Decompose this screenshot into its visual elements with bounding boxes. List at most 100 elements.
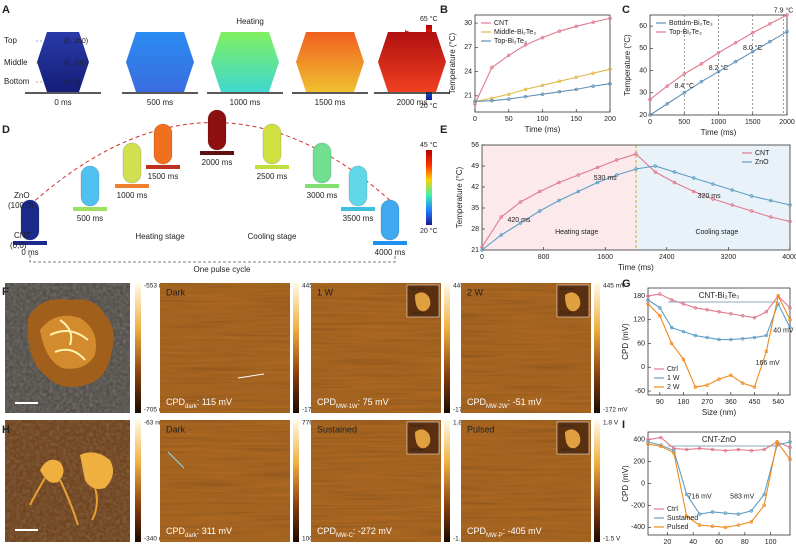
x-tick-label: 540 bbox=[772, 399, 784, 406]
legend-label: Middle-Bi₂Te₃ bbox=[494, 29, 536, 36]
series-line bbox=[647, 440, 791, 528]
point bbox=[574, 24, 578, 29]
inset-label: -552 nm bbox=[559, 286, 574, 291]
point bbox=[711, 182, 715, 186]
point bbox=[729, 312, 733, 316]
y-tick-label: 20 bbox=[639, 112, 647, 119]
point bbox=[762, 492, 766, 497]
point bbox=[768, 22, 772, 26]
point bbox=[480, 248, 484, 252]
level-label: Bottom bbox=[4, 77, 30, 86]
point bbox=[576, 189, 580, 194]
y-tick-label: 21 bbox=[464, 93, 472, 100]
y-tick-label: 0 bbox=[641, 480, 645, 487]
kpfm-texture bbox=[160, 283, 290, 413]
y-tick-label: 21 bbox=[471, 247, 479, 254]
x-tick-label: 40 bbox=[689, 539, 697, 546]
series-line bbox=[647, 293, 791, 319]
point bbox=[499, 215, 504, 219]
point bbox=[653, 170, 657, 174]
point bbox=[762, 503, 766, 508]
capsule bbox=[153, 123, 173, 165]
point bbox=[682, 72, 686, 76]
x-tick-label: 2400 bbox=[659, 254, 675, 261]
legend-label: 2 W bbox=[667, 384, 680, 391]
level-label: Top bbox=[4, 36, 17, 45]
y-tick-label: 400 bbox=[633, 437, 645, 444]
point bbox=[764, 310, 769, 314]
point bbox=[788, 325, 792, 330]
condition-label: 1 W bbox=[317, 287, 334, 297]
x-axis-label: Size (nm) bbox=[702, 408, 737, 417]
colorbar bbox=[426, 150, 432, 225]
point bbox=[764, 333, 769, 338]
time-label: 2000 ms bbox=[397, 98, 428, 107]
inset-flake bbox=[565, 292, 581, 312]
cpd-reading: CPDdark: 311 mV bbox=[166, 526, 232, 538]
chart-title: CNT-ZnO bbox=[702, 435, 736, 444]
series-line bbox=[647, 294, 791, 388]
colorbar-label: 20 °C bbox=[420, 102, 438, 110]
plate bbox=[115, 184, 149, 188]
point bbox=[740, 313, 745, 318]
point bbox=[684, 514, 689, 519]
point bbox=[608, 67, 612, 71]
point bbox=[705, 335, 709, 340]
point bbox=[591, 20, 595, 25]
y-tick-label: 200 bbox=[633, 458, 645, 465]
x-tick-label: 360 bbox=[725, 399, 737, 406]
point bbox=[614, 173, 619, 177]
cycle-bracket bbox=[29, 255, 396, 263]
pointer-arrow bbox=[167, 451, 185, 469]
plate bbox=[373, 241, 407, 245]
y-tick-label: 60 bbox=[637, 340, 645, 347]
point bbox=[591, 84, 595, 88]
time-label: 2500 ms bbox=[257, 172, 288, 181]
condition-label: 2 W bbox=[467, 287, 484, 297]
x-tick-label: 90 bbox=[656, 399, 664, 406]
point bbox=[716, 51, 721, 55]
time-label: 4000 ms bbox=[375, 248, 406, 257]
x-tick-label: 80 bbox=[741, 539, 749, 546]
x-tick-label: 150 bbox=[570, 116, 582, 123]
point bbox=[768, 198, 773, 203]
point bbox=[788, 457, 792, 462]
point bbox=[788, 445, 792, 450]
cpd-cpd: CPD bbox=[166, 397, 186, 407]
cpd-sub: dark bbox=[185, 533, 198, 539]
condition-label: Dark bbox=[166, 424, 186, 434]
x-tick-label: 0 bbox=[480, 254, 484, 261]
point bbox=[490, 96, 494, 101]
point bbox=[717, 337, 721, 342]
plate bbox=[146, 165, 180, 169]
panel-label: A bbox=[2, 4, 10, 16]
colorbar-label: 45 °C bbox=[420, 141, 438, 149]
x-tick-label: 20 bbox=[663, 539, 671, 546]
level-label: Middle bbox=[4, 58, 28, 67]
point bbox=[711, 197, 715, 201]
point bbox=[648, 113, 652, 117]
heating-label: Heating bbox=[236, 17, 264, 26]
colorbar-label: 1.8 V bbox=[603, 420, 619, 427]
plate bbox=[341, 207, 375, 211]
point bbox=[740, 381, 745, 385]
inset-flake bbox=[415, 429, 431, 449]
inset-label: -300 nm bbox=[559, 447, 574, 452]
cpd-cpd: CPD bbox=[467, 397, 487, 407]
time-label: 1000 ms bbox=[230, 98, 261, 107]
point bbox=[634, 152, 638, 156]
y-tick-label: -60 bbox=[635, 388, 645, 395]
x-tick-label: 450 bbox=[749, 399, 761, 406]
coord-label: (0, 260) bbox=[64, 38, 88, 45]
point bbox=[490, 65, 494, 70]
colorbar-label: 20 °C bbox=[420, 227, 438, 235]
coord-label: (0, 130) bbox=[64, 60, 88, 67]
point bbox=[591, 71, 595, 75]
cpd-reading: CPDMW-C: -272 mV bbox=[317, 526, 392, 538]
cpd-reading: CPDdark: 115 mV bbox=[166, 397, 232, 409]
y-tick-label: 30 bbox=[464, 20, 472, 27]
cpd-sub: MW-2W bbox=[486, 404, 508, 410]
y-axis-label: Temperature (°C) bbox=[455, 166, 464, 228]
panel-label: I bbox=[622, 419, 625, 431]
